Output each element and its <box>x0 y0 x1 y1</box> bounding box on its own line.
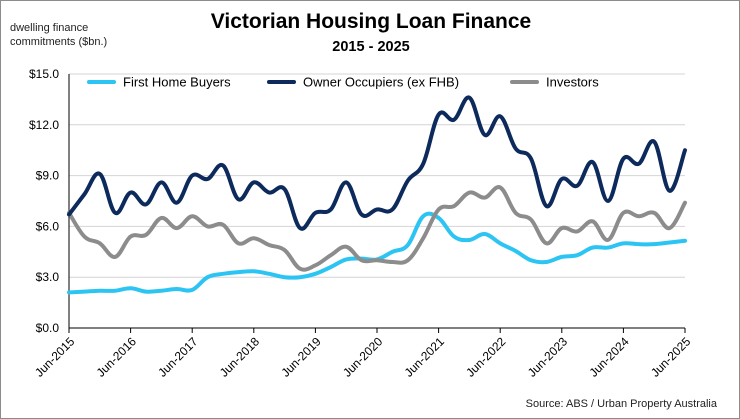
y-tick-label: $3.0 <box>36 270 60 284</box>
x-tick-labels: Jun-2015 Jun-2016 Jun-2017 Jun-2018 Jun-2019… <box>32 334 694 380</box>
series-line-owner-occupiers-ex-fhb <box>67 95 687 231</box>
chart-title: Victorian Housing Loan Finance <box>210 10 532 33</box>
axes <box>68 74 686 333</box>
legend-label: Owner Occupiers (ex FHB) <box>303 75 459 90</box>
y-axis-label: dwelling finance commitments ($bn.) <box>10 22 108 48</box>
y-tick-label: $9.0 <box>36 169 60 183</box>
x-tick-label: Jun-2018 <box>217 334 263 380</box>
x-tick-label: Jun-2025 <box>648 334 694 380</box>
x-tick-label: Jun-2017 <box>155 334 201 380</box>
series-lines <box>67 95 687 295</box>
series-line-investors <box>67 185 687 272</box>
y-tick-label: $6.0 <box>36 219 60 233</box>
y-tick-labels: $0.0 $3.0 $6.0 $9.0 $12.0 $15.0 <box>29 67 59 335</box>
x-tick-label: Jun-2016 <box>94 334 140 380</box>
y-tick-label: $12.0 <box>29 118 59 132</box>
series-line-first-home-buyers <box>67 211 687 295</box>
source-note: Source: ABS / Urban Property Australia <box>525 398 717 410</box>
x-tick-label: Jun-2022 <box>463 334 509 380</box>
chart-subtitle: 2015 - 2025 <box>332 39 410 55</box>
x-tick-label: Jun-2023 <box>525 334 571 380</box>
legend-label: First Home Buyers <box>123 75 231 90</box>
x-tick-label: Jun-2021 <box>402 334 448 380</box>
legend-label: Investors <box>546 75 599 90</box>
y-tick-label: $0.0 <box>36 321 60 335</box>
x-tick-label: Jun-2024 <box>586 334 632 380</box>
x-tick-label: Jun-2015 <box>32 334 78 380</box>
legend: First Home Buyers Owner Occupiers (ex FHB… <box>87 75 599 90</box>
x-tick-label: Jun-2020 <box>340 334 386 380</box>
x-tick-label: Jun-2019 <box>278 334 324 380</box>
y-tick-label: $15.0 <box>29 67 59 81</box>
